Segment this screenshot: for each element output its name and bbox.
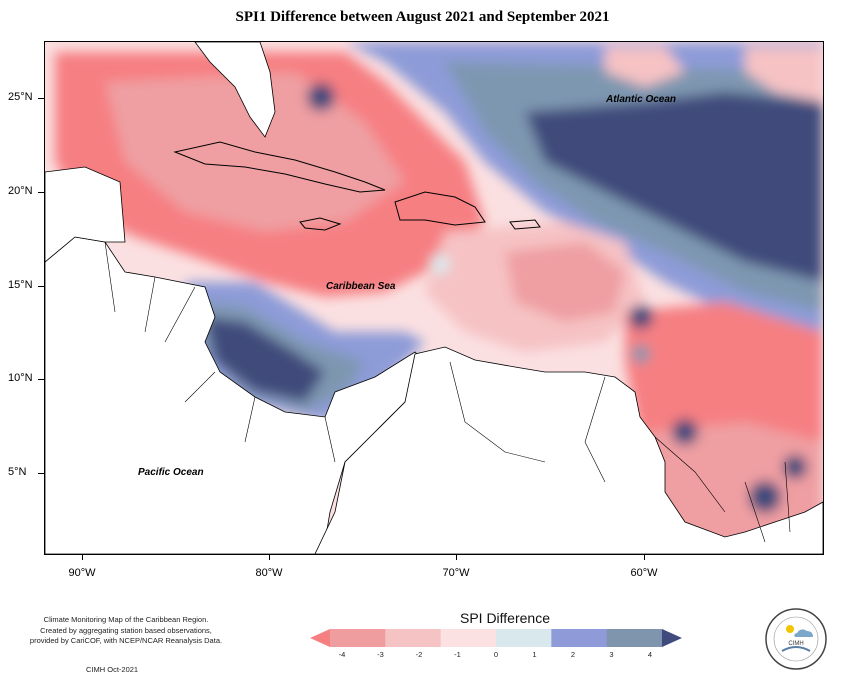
legend-tick-label: 4 (647, 650, 653, 659)
cimh-logo-icon: CIMH (765, 608, 827, 670)
land-south-america (314, 346, 823, 554)
spi-difference-map (44, 41, 824, 555)
lat-tick (38, 192, 44, 193)
lat-label-10n: 10°N (8, 372, 33, 384)
legend-swatch (440, 629, 497, 647)
lon-label-70w: 70°W (442, 567, 470, 579)
credit-date: CIMH Oct-2021 (86, 665, 139, 674)
lat-label-15n: 15°N (8, 279, 33, 291)
map-canvas (45, 42, 823, 554)
credit-line: Climate Monitoring Map of the Caribbean … (43, 615, 209, 624)
legend-swatch (496, 629, 552, 647)
field-red-carib-east (505, 242, 625, 322)
legend-tick-label: -3 (377, 650, 384, 659)
legend-swatch (606, 629, 663, 647)
map-title: SPI1 Difference between August 2021 and … (235, 9, 610, 25)
label-caribbean-sea: Caribbean Sea (326, 281, 396, 292)
lat-tick (38, 98, 44, 99)
field-spot-guyana (672, 419, 698, 445)
field-navy-atlantic (525, 92, 823, 282)
lat-tick (38, 473, 44, 474)
lon-tick (644, 554, 645, 560)
field-navy-sw (205, 317, 325, 402)
land-yucatan (45, 166, 126, 263)
credit-line: provided by CariCOF, with NCEP/NCAR Rean… (29, 636, 223, 645)
legend-title: SPI Difference (459, 610, 550, 626)
borders-south-america (449, 361, 791, 543)
legend-tick-label: 0 (493, 650, 499, 659)
label-pacific-ocean: Pacific Ocean (138, 467, 204, 478)
field-spot-bahamas (307, 83, 335, 111)
field-pink-atlantic-topright (745, 47, 823, 102)
legend-swatch (385, 629, 442, 647)
label-atlantic-ocean: Atlantic Ocean (606, 94, 677, 105)
legend-colorbar (310, 629, 682, 647)
land-jamaica (299, 217, 342, 231)
legend-tick-label: 3 (609, 650, 614, 659)
field-spot-barbados (632, 345, 650, 363)
field-spot-carib-light (430, 254, 450, 274)
lon-label-90w: 90°W (68, 567, 96, 579)
land-cuba (173, 141, 386, 193)
legend-swatch (310, 629, 330, 647)
svg-text:CIMH: CIMH (788, 641, 803, 647)
lon-tick (456, 554, 457, 560)
legend-swatch (551, 629, 608, 647)
legend-tick-label: 2 (570, 650, 576, 659)
lat-label-5n: 5°N (8, 466, 27, 478)
legend-swatch (662, 629, 682, 647)
land-hispaniola (394, 191, 486, 226)
lat-tick (38, 379, 44, 380)
land-florida (194, 42, 276, 138)
field-pink-east-south (645, 422, 823, 552)
lon-label-60w: 60°W (630, 567, 658, 579)
lon-tick (82, 554, 83, 560)
field-spot-suriname (749, 481, 781, 513)
field-spot-leewards (629, 305, 653, 329)
field-pink-atlantic-top (605, 47, 685, 87)
lat-label-20n: 20°N (8, 185, 33, 197)
legend-tick-label: 1 (532, 650, 537, 659)
legend-tick-label: -4 (338, 650, 346, 659)
lat-label-25n: 25°N (8, 91, 33, 103)
land-puerto-rico (509, 219, 541, 230)
credit-block: Climate Monitoring Map of the Caribbean … (26, 615, 226, 647)
legend-tick-label: -1 (454, 650, 461, 659)
legend-swatch (330, 629, 386, 647)
lon-label-80w: 80°W (255, 567, 283, 579)
lon-tick (269, 554, 270, 560)
legend-tick-label: -2 (415, 650, 423, 659)
lat-tick (38, 286, 44, 287)
credit-line: Created by aggregating station based obs… (40, 625, 212, 635)
field-spot-fr-guiana (783, 455, 807, 479)
borders-central-america (104, 241, 336, 463)
